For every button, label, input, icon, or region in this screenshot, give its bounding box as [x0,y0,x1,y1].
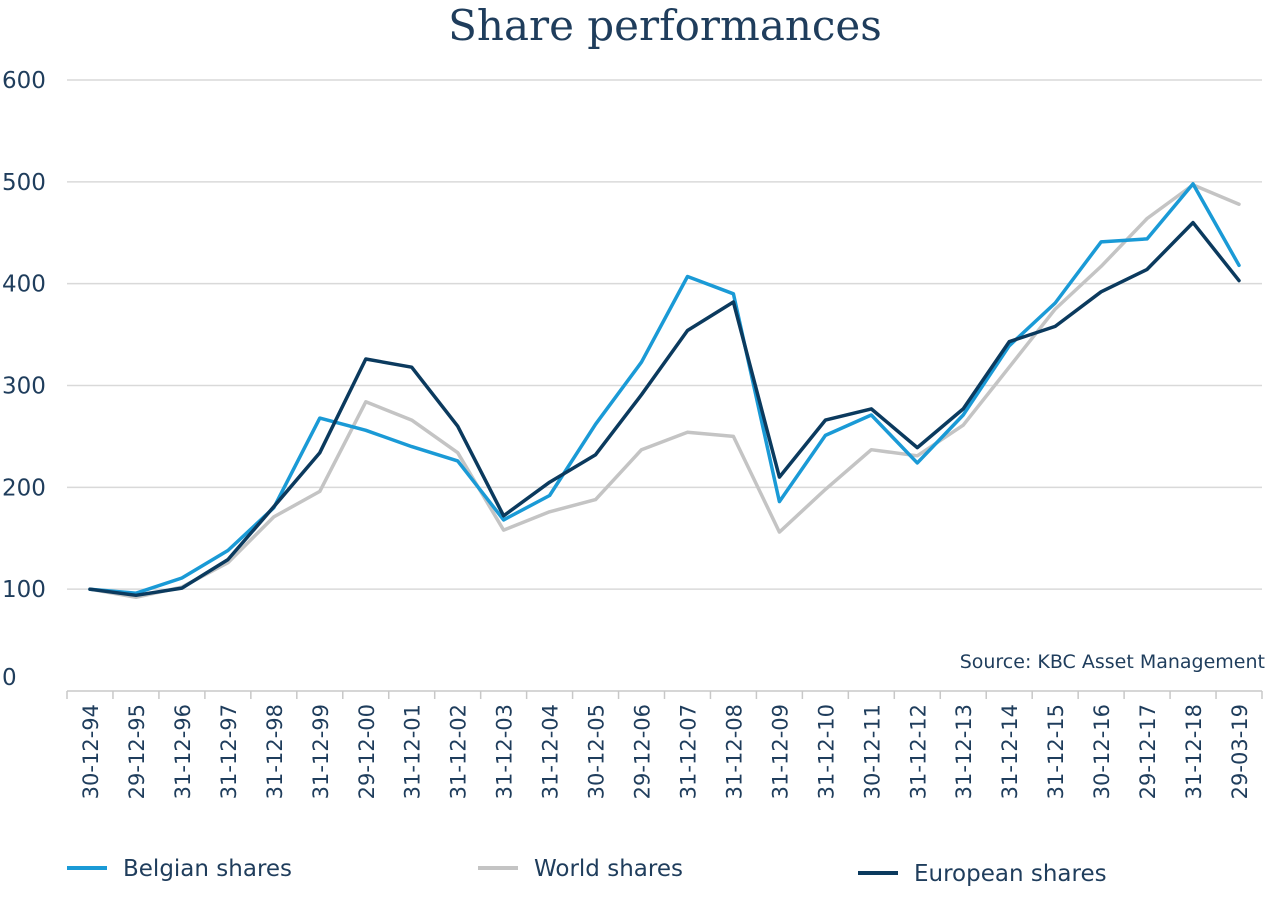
series-line-world-shares [88,183,1241,600]
x-tick-label: 30-12-16 [1090,704,1114,799]
y-tick-label: 600 [2,68,46,94]
x-tick-label: 29-12-06 [631,704,655,799]
source-label: Source: KBC Asset Management [960,651,1265,673]
x-tick-label: 31-12-08 [722,704,746,799]
series-lines [88,182,1241,600]
x-tick-label: 30-12-11 [860,704,884,799]
x-tick-label: 30-12-05 [585,704,609,799]
legend-label: European shares [914,861,1107,887]
y-tick-label: 400 [2,272,46,298]
x-tick-label: 31-12-97 [217,704,241,799]
legend-label: World shares [534,856,683,882]
x-tick-label: 31-12-04 [539,704,563,799]
legend-item-european-shares: European shares [858,861,1107,887]
x-tick-label: 31-12-09 [768,704,792,799]
x-tick-label: 31-12-10 [814,704,838,799]
grid [67,79,1262,590]
x-tick-label: 31-12-14 [998,704,1022,799]
x-tick-label: 31-12-03 [493,704,517,799]
x-tick-label: 31-12-01 [401,704,425,799]
legend-item-world-shares: World shares [478,856,683,882]
legend-label: Belgian shares [123,856,292,882]
x-tick-label: 31-12-12 [906,704,930,799]
x-tick-label: 29-12-17 [1136,704,1160,799]
chart-title: Share performances [448,1,882,50]
legend-item-belgian-shares: Belgian shares [67,856,292,882]
y-tick-label: 200 [2,475,46,501]
y-tick-label: 0 [2,665,17,691]
x-tick-label: 30-12-94 [79,704,103,799]
legend: Belgian shares World shares European share… [67,856,1107,887]
x-axis: 30-12-94 29-12-95 31-12-96 31-12-97 31-12-98… [66,690,1263,799]
series-line-belgian-shares [88,182,1241,595]
y-tick-label: 100 [2,577,46,603]
x-tick-label: 29-12-95 [125,704,149,799]
x-tick-label: 29-12-00 [355,704,379,799]
y-tick-label: 500 [2,170,46,196]
x-tick-label: 31-12-96 [171,704,195,799]
x-tick-label: 29-03-19 [1228,704,1252,799]
x-tick-label: 31-12-99 [309,704,333,799]
x-tick-label: 31-12-02 [447,704,471,799]
x-tick-label: 31-12-07 [676,704,700,799]
x-tick-label: 31-12-15 [1044,704,1068,799]
x-tick-label: 31-12-18 [1182,704,1206,799]
x-tick-label: 31-12-13 [952,704,976,799]
series-line-european-shares [88,220,1241,598]
x-tick-label: 31-12-98 [263,704,287,799]
y-axis-ticks: 0 100 200 300 400 500 600 [2,68,46,691]
y-tick-label: 300 [2,374,46,400]
